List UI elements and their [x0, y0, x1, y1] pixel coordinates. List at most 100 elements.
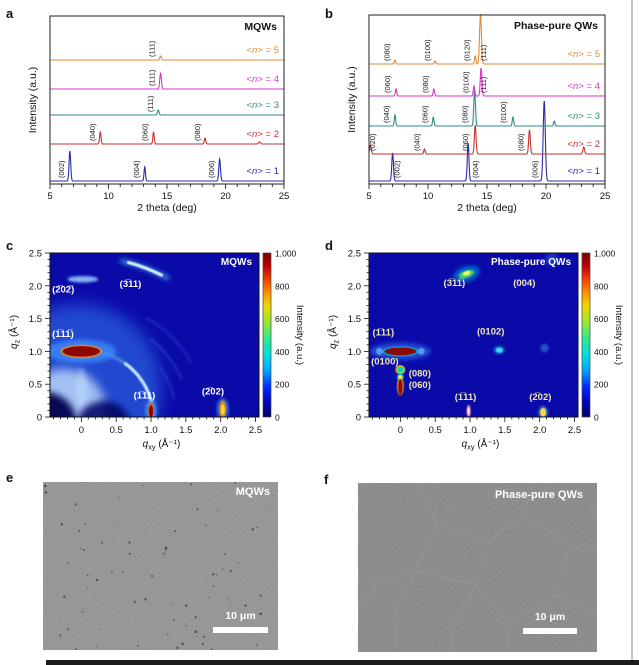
peak-label: (111)	[146, 95, 155, 112]
diffraction-spot	[75, 367, 87, 408]
spot-label: (1̅11)	[134, 391, 156, 402]
y-axis-label: Intensity (a.u.)	[346, 66, 358, 133]
diffraction-ring	[124, 362, 153, 403]
x-tick-label: 15	[482, 191, 493, 202]
colorbar-label: Intensity (a.u.)	[613, 305, 624, 365]
peak-label: (111)	[148, 40, 157, 57]
series-legend: <n> = 3	[567, 111, 600, 122]
colorbar-tick-label: 600	[594, 314, 608, 324]
peak-label: (040)	[88, 123, 97, 141]
spot-label: (1̅11)	[455, 392, 477, 403]
peak-label: (060)	[383, 75, 392, 93]
panel-f-scalebar-label: 10 μm	[534, 611, 566, 623]
x-tick-label: 5	[366, 191, 371, 202]
x-tick-label: 1.5	[498, 425, 511, 436]
peak-label: (080)	[421, 75, 430, 93]
colorbar-tick-label: 200	[594, 380, 608, 390]
peak-label: (060)	[420, 105, 429, 123]
xrd-curve-n5	[369, 14, 605, 65]
y-tick-label: 2.5	[29, 249, 42, 260]
peak-label: (002)	[393, 160, 402, 178]
xrd-curve-n4	[50, 72, 284, 90]
peak-label: (040)	[382, 105, 391, 123]
diffraction-ring	[146, 316, 192, 364]
panel-a-xrd-chart: (002) (004) (006) <n> = 1 (040) (060) (080) <n>…	[27, 15, 290, 214]
peak-label: (111)	[148, 69, 157, 86]
colorbar-tick-label: 800	[275, 281, 289, 291]
xrd-curve-n3	[50, 109, 284, 116]
peak-label: (006)	[531, 160, 540, 178]
panel-title: MQWs	[244, 21, 277, 33]
colorbar-tick-label: 200	[275, 380, 289, 390]
sem-noise	[358, 483, 597, 652]
peak-label: (080)	[461, 105, 470, 123]
x-tick-label: 5	[47, 191, 52, 202]
xrd-curve-n2	[369, 124, 605, 155]
x-tick-label: 10	[423, 191, 434, 202]
colorbar-tick-label: 0	[594, 413, 599, 423]
x-axis-label: qxy (Å⁻¹)	[143, 437, 181, 452]
xrd-curve-n3	[369, 89, 605, 127]
colorbar-tick-label: 800	[594, 281, 608, 291]
x-tick-label: 1.0	[144, 425, 157, 436]
plot-border	[49, 252, 260, 418]
y-axis-label: Intensity (a.u.)	[27, 67, 39, 134]
panel-letter-a: a	[6, 6, 14, 21]
spot-label: (0102)	[477, 326, 504, 337]
series-legend: <n> = 1	[246, 166, 279, 177]
xrd-curve-n4	[369, 67, 605, 97]
y-tick-label: 0	[356, 413, 361, 424]
diffraction-glow	[78, 400, 129, 417]
diffraction-spot	[462, 271, 471, 276]
colorbar-tick-label: 1,000	[275, 249, 297, 259]
x-tick-label: 0	[79, 425, 84, 436]
sem-grain-boundaries	[358, 483, 597, 652]
spot-label: (2̅02̅)	[52, 284, 74, 295]
y-tick-label: 1.5	[29, 314, 42, 325]
x-tick-label: 1.5	[179, 425, 192, 436]
series-legend: <n> = 2	[567, 139, 600, 150]
giwaxs-map-area: (3̅11̅) (004) (1̅11̅) (0100) (080)(060) (0102…	[369, 253, 578, 417]
peak-label: (080)	[383, 43, 392, 61]
panel-f-title: Phase-pure QWs	[494, 489, 583, 501]
xrd-curve-n2	[50, 130, 284, 145]
y-axis-label: qz (Å⁻¹)	[7, 315, 22, 349]
panel-e-title: MQWs	[235, 486, 270, 498]
diffraction-spot	[398, 378, 403, 395]
x-tick-label: 1.0	[463, 425, 476, 436]
panel-e-scalebar	[213, 627, 268, 633]
colorbar-tick-label: 400	[275, 347, 289, 357]
diffraction-spot	[540, 407, 547, 417]
x-tick-label: 0	[398, 425, 403, 436]
x-tick-label: 25	[279, 191, 290, 202]
plot-border	[368, 252, 579, 418]
diffraction-glow	[375, 347, 383, 355]
diffraction-spot	[62, 346, 101, 357]
panel-title: Phase-pure QWs	[491, 257, 571, 268]
series-legend: <n> = 4	[246, 74, 279, 85]
x-tick-label: 20	[541, 191, 552, 202]
series-legend: <n> = 4	[567, 81, 600, 92]
spot-label: (2̅02)	[529, 392, 551, 403]
diffraction-spot	[397, 366, 404, 373]
y-tick-label: 1.0	[29, 347, 42, 358]
y-tick-label: 2.5	[348, 249, 361, 260]
panel-letter-f: f	[324, 472, 329, 487]
diffraction-spot	[495, 347, 503, 353]
diffraction-spot	[384, 347, 417, 356]
giwaxs-map-area: (2̅02̅) (3̅11) (1̅11̅) (1̅11) (2̅02) MQWs	[50, 253, 259, 417]
x-tick-label: 0.5	[110, 425, 123, 436]
x-tick-label: 25	[600, 191, 611, 202]
spot-label: (1̅11̅)	[372, 328, 394, 339]
sem-pinholes	[43, 482, 274, 650]
x-tick-label: 15	[162, 191, 173, 202]
x-tick-label: 20	[220, 191, 231, 202]
peak-label: (080)	[517, 133, 526, 151]
diffraction-ring	[149, 338, 183, 380]
x-tick-label: 2.5	[568, 425, 581, 436]
spot-label: (060)	[409, 380, 431, 391]
peak-label: (080)	[193, 123, 202, 141]
peak-label: (0120)	[462, 39, 471, 61]
diffraction-ring	[126, 260, 164, 277]
panel-c-giwaxs-map: (2̅02̅) (3̅11) (1̅11̅) (1̅11) (2̅02) MQWs 0 0.5…	[7, 249, 305, 452]
